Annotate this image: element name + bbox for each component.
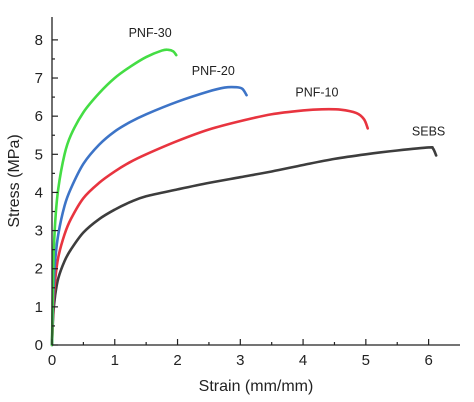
series-line-pnf-20 [50, 85, 248, 347]
series-label-pnf-20: PNF-20 [192, 64, 235, 78]
axes: 0 1 2 3 4 5 6 0 1 2 3 4 5 6 7 8 [35, 17, 460, 369]
x-tick-label: 6 [424, 352, 432, 369]
y-tick-label: 0 [35, 337, 43, 354]
curves-layer [50, 48, 438, 347]
x-axis-ticks: 0 1 2 3 4 5 6 [48, 339, 433, 369]
series-line-pnf-10 [50, 107, 370, 347]
series-label-pnf-10: PNF-10 [295, 85, 338, 99]
y-axis-title: Stress (MPa) [6, 134, 23, 227]
series-line-pnf-30 [50, 48, 178, 347]
y-tick-label: 8 [35, 32, 43, 49]
y-tick-label: 7 [35, 70, 43, 87]
y-tick-label: 1 [35, 299, 43, 316]
x-tick-label: 3 [236, 352, 244, 369]
x-tick-label: 0 [48, 352, 56, 369]
y-tick-label: 6 [35, 108, 43, 125]
x-tick-label: 5 [362, 352, 370, 369]
x-axis-title: Strain (mm/mm) [199, 378, 314, 395]
x-tick-label: 2 [173, 352, 181, 369]
y-axis-ticks: 0 1 2 3 4 5 6 7 8 [35, 32, 58, 354]
series-label-sebs: SEBS [412, 124, 445, 138]
series-labels: SEBS PNF-10 PNF-20 PNF-30 [129, 26, 446, 139]
x-tick-label: 4 [299, 352, 307, 369]
y-tick-label: 4 [35, 184, 43, 201]
series-line-sebs [50, 145, 438, 347]
x-tick-label: 1 [111, 352, 119, 369]
y-tick-label: 2 [35, 261, 43, 278]
y-tick-label: 5 [35, 146, 43, 163]
series-label-pnf-30: PNF-30 [129, 26, 172, 40]
y-tick-label: 3 [35, 223, 43, 240]
